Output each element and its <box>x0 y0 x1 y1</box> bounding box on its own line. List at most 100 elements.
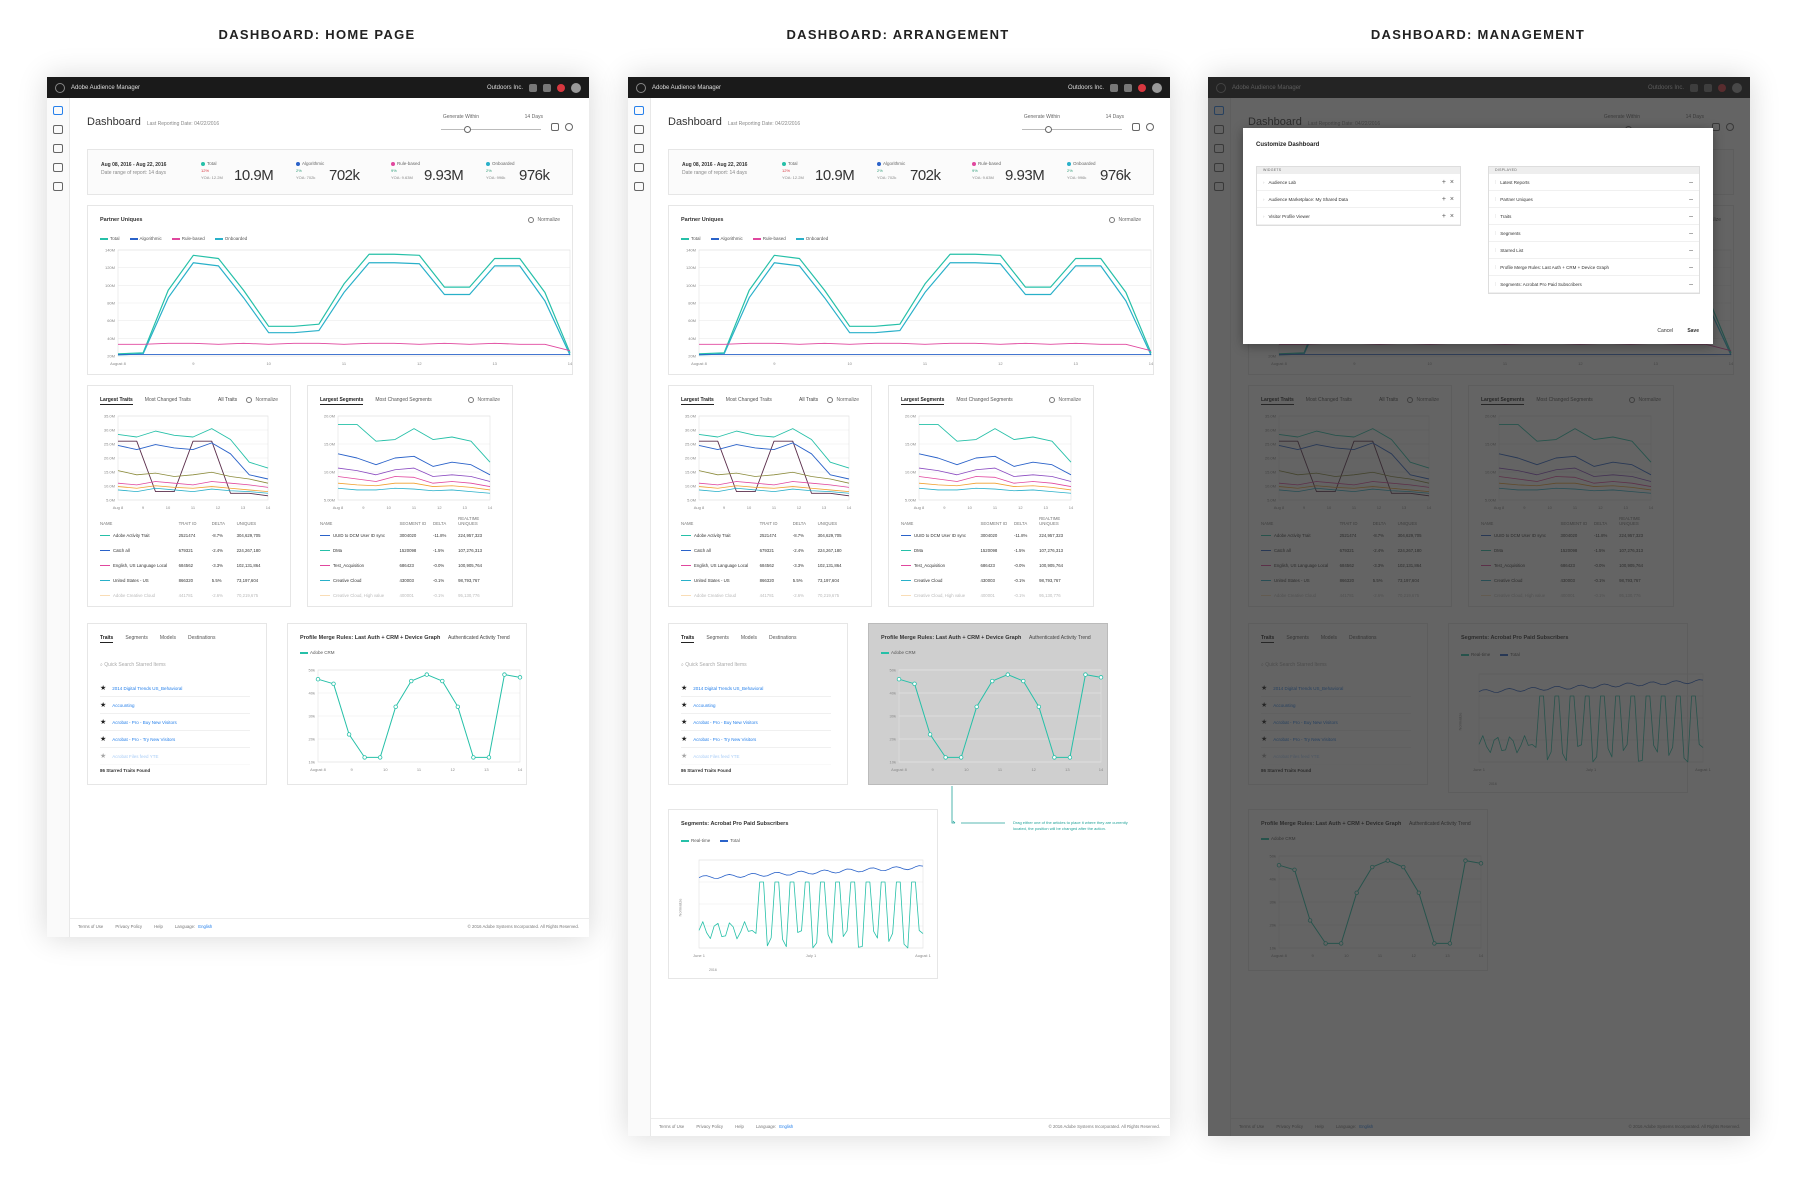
row-name[interactable]: Test_Acquisition <box>901 563 981 568</box>
tools-icon[interactable] <box>53 182 63 191</box>
tab[interactable]: Largest Segments <box>901 397 945 405</box>
org-name[interactable]: Outdoors Inc. <box>1067 84 1104 91</box>
normalize-toggle[interactable]: Normalize <box>246 397 278 403</box>
tab[interactable]: Segments <box>706 635 729 641</box>
displayed-row[interactable]: ⁞ Starred List – <box>1489 242 1699 259</box>
tab[interactable]: Largest Segments <box>320 397 364 405</box>
starred-item[interactable]: Acrobat - Pro - Try New Visitors <box>681 731 831 748</box>
tab[interactable]: Largest Traits <box>681 397 714 405</box>
remove-icon[interactable]: – <box>1689 263 1693 271</box>
normalize-toggle[interactable]: Normalize <box>1049 397 1081 403</box>
column-header[interactable]: NAME <box>681 521 694 526</box>
org-name[interactable]: Outdoors Inc. <box>486 84 523 91</box>
column-header[interactable]: REALTIME UNIQUES <box>458 516 480 526</box>
displayed-row[interactable]: ⁞ Traits – <box>1489 208 1699 225</box>
starred-search-input[interactable]: ⌕ Quick Search Starred Items <box>100 662 166 668</box>
apps-grid-icon[interactable] <box>543 83 551 92</box>
cancel-button[interactable]: Cancel <box>1657 328 1673 334</box>
widget-row[interactable]: › Visitor Profile Viewer + × <box>1257 208 1460 225</box>
column-header[interactable]: UNIQUES <box>236 521 257 526</box>
row-name[interactable]: Catch all <box>100 548 179 553</box>
tab[interactable]: Most Changed Segments <box>956 397 1013 403</box>
row-name[interactable]: DMa <box>320 548 400 553</box>
row-name[interactable]: DMa <box>901 548 981 553</box>
displayed-row[interactable]: ⁞ Profile Merge Rules: Last Auth + CRM + … <box>1489 259 1699 276</box>
row-name[interactable]: Adobe Creative Cloud <box>100 593 179 598</box>
save-button[interactable]: Save <box>1687 328 1699 334</box>
normalize-toggle[interactable]: Normalize <box>528 217 560 223</box>
row-name[interactable]: English, US Language Local <box>681 563 760 568</box>
column-header[interactable]: DELTA <box>1014 521 1028 526</box>
normalize-toggle[interactable]: Normalize <box>468 397 500 403</box>
widget-row[interactable]: › Audience Lab + × <box>1257 174 1460 191</box>
column-header[interactable]: DELTA <box>433 521 447 526</box>
range-slider-handle[interactable] <box>1045 126 1052 133</box>
widget-row[interactable]: › Audience Marketplace: My Shared Data + × <box>1257 191 1460 208</box>
close-icon[interactable]: × <box>1449 212 1454 220</box>
footer-link[interactable]: Privacy Policy <box>696 1124 724 1129</box>
data-icon[interactable] <box>634 144 644 153</box>
starred-item[interactable]: Acrobat - Pro - Buy New Visitors <box>100 714 250 731</box>
money-icon[interactable] <box>53 163 63 172</box>
column-header[interactable]: NAME <box>901 521 914 526</box>
add-icon[interactable]: + <box>1441 212 1446 220</box>
tab[interactable]: Most Changed Traits <box>725 397 772 403</box>
starred-item[interactable]: Acrobat Files feed YTE <box>681 748 831 765</box>
row-name[interactable]: Creative Cloud, High value <box>320 593 400 598</box>
trend-select[interactable]: Authenticated Activity Trend <box>448 635 510 641</box>
drag-handle-icon[interactable]: ⁞ <box>1495 281 1497 287</box>
column-header[interactable]: SEGMENT ID <box>399 521 427 526</box>
column-header[interactable]: REALTIME UNIQUES <box>1039 516 1061 526</box>
add-widget-icon[interactable] <box>1132 123 1140 131</box>
row-name[interactable]: Test_Acquisition <box>320 563 400 568</box>
row-name[interactable]: Adobe Activity Trait <box>681 533 760 538</box>
starred-item[interactable]: 2014 Digital Trends US_Behavioral <box>681 680 831 697</box>
tab[interactable]: Destinations <box>187 635 216 641</box>
range-slider-handle[interactable] <box>464 126 471 133</box>
tab[interactable]: Models <box>740 635 757 641</box>
tab[interactable]: Traits <box>100 635 114 643</box>
starred-item[interactable]: Acrobat - Pro - Try New Visitors <box>100 731 250 748</box>
tab[interactable]: Largest Traits <box>100 397 133 405</box>
footer-link[interactable]: Privacy Policy <box>115 924 143 929</box>
dashboard-icon[interactable] <box>53 106 63 115</box>
footer-link[interactable]: Terms of Use <box>78 924 104 929</box>
add-icon[interactable]: + <box>1441 195 1446 203</box>
dashboard-icon[interactable] <box>634 106 644 115</box>
notification-bell-icon[interactable] <box>1138 83 1146 92</box>
range-slider-track[interactable] <box>1022 129 1122 130</box>
money-icon[interactable] <box>634 163 644 172</box>
starred-item[interactable]: 2014 Digital Trends US_Behavioral <box>100 680 250 697</box>
normalize-toggle[interactable]: Normalize <box>827 397 859 403</box>
drag-handle-icon[interactable]: ⁞ <box>1495 196 1497 202</box>
displayed-row[interactable]: ⁞ Latest Reports – <box>1489 174 1699 191</box>
language-selector[interactable]: Language:English <box>755 1124 794 1129</box>
help-icon[interactable] <box>529 83 537 92</box>
remove-icon[interactable]: – <box>1689 178 1693 186</box>
row-name[interactable]: UUID to DCM User ID sync <box>320 533 400 538</box>
analytics-icon[interactable] <box>53 125 63 134</box>
user-avatar[interactable] <box>1152 82 1162 93</box>
settings-gear-icon[interactable] <box>1146 123 1154 131</box>
remove-icon[interactable]: – <box>1689 280 1693 288</box>
help-icon[interactable] <box>1110 83 1118 92</box>
remove-icon[interactable]: – <box>1689 229 1693 237</box>
tab[interactable]: Models <box>159 635 176 641</box>
normalize-toggle[interactable]: Normalize <box>1109 217 1141 223</box>
displayed-row[interactable]: ⁞ Segments: Acrobat Pro Paid Subscribers – <box>1489 276 1699 293</box>
row-name[interactable]: Creative Cloud, High value <box>901 593 981 598</box>
drag-handle-icon[interactable]: ⁞ <box>1495 213 1497 219</box>
remove-icon[interactable]: – <box>1689 212 1693 220</box>
